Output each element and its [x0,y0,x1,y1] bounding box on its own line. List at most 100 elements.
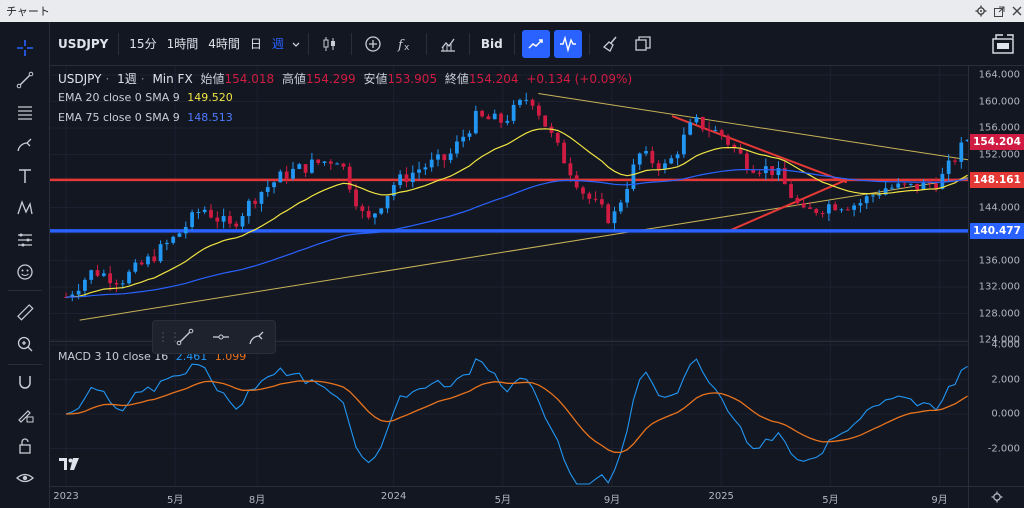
tradingview-logo[interactable] [58,456,82,472]
horizontal-ray-icon[interactable] [203,322,239,352]
chevron-down-icon[interactable] [289,22,303,66]
ema20-line [65,128,968,298]
close-icon[interactable] [1010,4,1024,18]
candle-body [83,279,87,291]
ema75-value: 148.513 [187,111,233,124]
ruler-icon[interactable] [8,298,42,326]
lock-icon[interactable] [8,432,42,460]
candle-body [946,160,951,174]
candle-body [139,262,144,265]
candle-body [417,169,421,173]
candle-body [562,142,566,164]
trendline-icon[interactable] [167,322,203,352]
price-axis-label: 156.000 [978,122,1020,134]
legend-open-label: 始値 [200,72,225,86]
price-axis-label: 136.000 [978,255,1020,266]
lock-draw-icon[interactable] [8,400,42,428]
broom-icon[interactable] [597,30,625,58]
candle-body [625,188,630,203]
drag-handle-icon[interactable]: ⋮⋮ [157,330,181,344]
time-axis-label: 8月 [248,495,266,506]
price-axis[interactable]: 164.000160.000156.000152.000148.000144.0… [968,66,1024,486]
candle-body [707,129,711,131]
interval-day[interactable]: 日 [249,37,262,51]
candle-body [795,197,800,204]
oscillator-icon[interactable] [553,29,582,58]
zoom-icon[interactable] [8,330,42,358]
time-axis[interactable]: 20235月8月20245月9月20255月9月2026 [50,486,968,508]
trend-icon[interactable] [521,29,550,58]
candle-body [681,134,686,155]
interval-4h[interactable]: 4時間 [208,37,240,51]
ema20-legend[interactable]: EMA 20 close 0 SMA 9 149.520 [58,91,237,104]
bid-button[interactable]: Bid [480,36,503,51]
candle-body [448,153,453,161]
candle-body [120,283,125,285]
candle-body [297,164,302,169]
candle-body [272,182,276,188]
ema75-label: EMA 75 close 0 SMA 9 [58,111,180,124]
svg-text:x: x [404,43,410,53]
blue-level-tag: 140.477 [970,222,1024,239]
candle-body [858,203,863,206]
window-title: チャート [6,5,50,18]
horizontal-lines-icon[interactable] [8,98,42,126]
legend-symbol[interactable]: USDJPY [58,72,102,86]
legend-close-label: 終値 [444,72,469,86]
candles-icon[interactable] [316,30,344,58]
brush-icon[interactable] [239,322,275,352]
compare-icon[interactable] [434,30,462,58]
candle-body [291,168,295,179]
brush-icon[interactable] [8,130,42,158]
pattern-icon[interactable] [8,194,42,222]
candle-body [770,166,775,176]
chart-area[interactable] [50,66,970,486]
candle-body [196,212,201,214]
candle-body [108,273,113,284]
text-icon[interactable] [8,162,42,190]
emoji-icon[interactable] [8,258,42,286]
candle-body [871,195,875,197]
candle-body [826,204,831,214]
interval-1h[interactable]: 1時間 [166,37,199,51]
candle-body [303,164,308,173]
candle-body [215,217,220,222]
red-level-tag: 148.161 [970,171,1024,188]
gear-icon[interactable] [974,4,988,18]
trendline-icon[interactable] [8,66,42,94]
candle-body [801,203,806,208]
settings-icon[interactable] [988,29,1018,59]
chart-settings-corner[interactable] [968,486,1024,508]
candle-body [146,256,150,265]
add-indicator-icon[interactable] [359,30,387,58]
candle-body [675,154,680,159]
candle-body [404,174,409,183]
price-axis-label: 128.000 [978,308,1020,319]
legend-high: 154.299 [305,72,356,86]
price-axis-label: 132.000 [978,281,1020,293]
crosshair-icon[interactable] [8,34,42,62]
candle-body [442,154,447,161]
price-chart[interactable] [50,66,970,486]
candle-body [379,208,384,214]
magnet-icon[interactable] [8,368,42,396]
measure-icon[interactable] [8,226,42,254]
symbol-button[interactable]: USDJPY [58,36,109,51]
gear-icon[interactable] [991,488,1003,507]
macd-axis-label: 4.000 [991,339,1020,351]
candle-body [101,273,106,276]
popout-icon[interactable] [992,4,1006,18]
price-axis-label: 160.000 [978,96,1020,107]
interval-week[interactable]: 週 [271,37,284,51]
layout-icon[interactable] [629,30,657,58]
eye-icon[interactable] [8,464,42,492]
pane-separator[interactable] [50,341,968,342]
candle-body [902,183,907,185]
candle-body [820,213,825,215]
candle-body [246,200,251,217]
ema75-legend[interactable]: EMA 75 close 0 SMA 9 148.513 [58,111,237,124]
candle-body [581,187,585,194]
interval-15m[interactable]: 15分 [129,37,157,51]
macd-axis-label: 2.000 [991,374,1020,385]
